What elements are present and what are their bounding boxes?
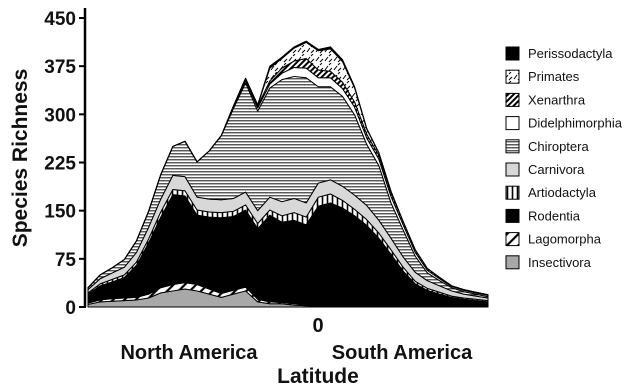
legend-label-artiodactyla: Artiodactyla (528, 185, 597, 200)
legend-label-carnivora: Carnivora (528, 162, 585, 177)
legend-label-xenarthra: Xenarthra (528, 92, 586, 107)
legend-swatch-artiodactyla (505, 185, 520, 200)
legend-label-perissodactyla: Perissodactyla (528, 46, 613, 61)
area-series-perissodactyla (87, 40, 489, 296)
legend-label-chiroptera: Chiroptera (528, 139, 589, 154)
y-tick-label: 375 (44, 57, 76, 78)
y-ticks: 0 75 150 225 300 375 450 (44, 9, 86, 319)
legend-swatch-xenarthra (505, 92, 520, 107)
legend-swatch-chiroptera (505, 139, 520, 154)
legend-label-lagomorpha: Lagomorpha (528, 232, 602, 247)
legend-label-primates: Primates (528, 69, 580, 84)
south-america-label: South America (332, 342, 473, 364)
legend-swatch-rodentia (505, 208, 520, 223)
y-tick-label: 150 (44, 202, 76, 223)
y-tick-label: 450 (44, 9, 76, 30)
y-axis-title: Species Richness (9, 69, 32, 248)
legend-swatch-lagomorpha (505, 232, 520, 247)
legend-label-rodentia: Rodentia (528, 208, 581, 223)
y-tick-label: 300 (44, 105, 76, 126)
legend-swatch-perissodactyla (505, 46, 520, 61)
y-tick-label: 0 (65, 298, 76, 319)
north-america-label: North America (120, 342, 258, 364)
legend-label-insectivora: Insectivora (528, 255, 592, 270)
legend: Perissodactyla Primates Xenarthra Didelphim… (505, 46, 623, 270)
stacked-areas (87, 40, 489, 308)
legend-swatch-didelphimorphia (505, 116, 520, 131)
y-tick-label: 75 (55, 250, 77, 271)
legend-swatch-primates (505, 69, 520, 84)
legend-swatch-carnivora (505, 162, 520, 177)
y-tick-label: 225 (44, 154, 76, 175)
legend-label-didelphimorphia: Didelphimorphia (528, 116, 623, 131)
x-axis-title: Latitude (277, 365, 359, 388)
x-center-tick-label: 0 (312, 315, 323, 337)
legend-swatch-insectivora (505, 255, 520, 270)
